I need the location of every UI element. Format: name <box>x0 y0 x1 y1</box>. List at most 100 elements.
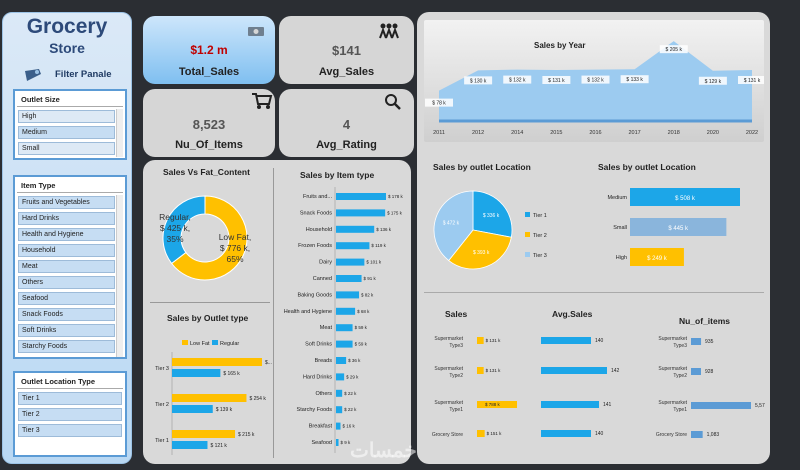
num-items-bar <box>691 368 701 375</box>
outlet-type-bar <box>172 430 236 438</box>
num-items-bar <box>691 338 702 345</box>
outlet-type-bar <box>172 394 247 402</box>
category-label: Baking Goods <box>297 292 332 298</box>
x-tick-label: 2015 <box>550 130 562 136</box>
filter-sidebar: Grocery Store Filter Panale Outlet Size … <box>2 12 132 464</box>
legend-swatch <box>525 232 530 237</box>
category-label: Type3 <box>449 343 463 349</box>
slicer-item-high[interactable]: High <box>18 110 115 123</box>
slicer-item[interactable]: Health and Hygiene <box>18 228 115 241</box>
category-label: Type3 <box>673 343 687 349</box>
sales-bar <box>477 367 484 374</box>
slicer-item-tier-1[interactable]: Tier 1 <box>18 392 122 405</box>
slicer-item-tier-2[interactable]: Tier 2 <box>18 408 122 421</box>
bar-value-label: $ 508 k <box>675 196 696 202</box>
category-label: Fruits and... <box>303 194 333 200</box>
category-label: Hard Drinks <box>303 374 332 380</box>
slicer-item[interactable]: Others <box>18 276 115 289</box>
category-label: Tier 3 <box>155 366 169 372</box>
slicer-item-small[interactable]: Small <box>18 142 115 155</box>
data-label-bg <box>425 98 453 107</box>
data-label: $ 205 k <box>666 47 683 53</box>
category-label: Others <box>315 391 332 397</box>
slicer-item[interactable]: Hard Drinks <box>18 212 115 225</box>
bar-value-label: $ 16 k <box>342 424 355 429</box>
slicer-item[interactable]: Soft Drinks <box>18 324 115 337</box>
category-label: Dairy <box>319 260 332 266</box>
slicer-title: Outlet Size <box>17 91 123 107</box>
category-label: Grocery Store <box>656 432 687 438</box>
category-label: Soft Drinks <box>305 342 332 348</box>
slice-label: Low Fat, <box>219 232 252 242</box>
outlet-type-bar <box>172 369 221 377</box>
slicer-item[interactable]: Seafood <box>18 292 115 305</box>
kpi-label: Avg_Rating <box>316 139 377 151</box>
outlet-type-bar <box>172 405 213 413</box>
data-label: $ 132 k <box>587 78 604 84</box>
slicer-item[interactable]: Snack Foods <box>18 308 115 321</box>
category-label: Seafood <box>312 440 333 446</box>
category-label: Grocery Store <box>432 432 463 438</box>
data-label-bg <box>503 75 532 84</box>
bar-value-label: 142 <box>611 368 620 374</box>
item-type-slicer: Item Type Fruits and Vegetables Hard Dri… <box>13 175 127 359</box>
item-type-bar <box>336 307 356 315</box>
chart-title: Nu_of_items <box>679 316 731 326</box>
item-type-bar <box>336 439 339 446</box>
bar-value-label: $ 82 k <box>361 292 374 297</box>
fat-content-donut-chart: Regular,$ 425 k,35% Low Fat,$ 776 k,65% <box>159 195 252 281</box>
slicer-item[interactable]: Meat <box>18 260 115 273</box>
slice-label: $ 393 k <box>473 250 490 256</box>
slicer-title: Outlet Location Type <box>17 373 123 389</box>
slicer-item[interactable]: Household <box>18 244 115 257</box>
category-label: Supermarket <box>658 366 687 372</box>
category-label: Supermarket <box>658 400 687 406</box>
data-label-bg <box>698 76 727 85</box>
slicer-item-tier-3[interactable]: Tier 3 <box>18 424 122 437</box>
chart-title: Sales <box>445 309 468 319</box>
bar-value-label: $ 68 k <box>357 309 370 314</box>
bar-value-label: $ 249 k <box>647 256 668 262</box>
legend-label: Tier 2 <box>533 233 547 239</box>
slice-label: $ 472 k <box>443 220 460 226</box>
bar-value-label: $... <box>265 360 272 366</box>
bar-value-label: $ 59 k <box>355 342 368 347</box>
category-label: Supermarket <box>434 400 463 406</box>
app-title-line1: Grocery <box>26 15 108 38</box>
category-label: Type2 <box>673 373 687 379</box>
slice-label: 35% <box>166 234 183 244</box>
bar-value-label: $ 151 k <box>487 431 503 436</box>
panel-divider <box>273 168 274 458</box>
legend-label: Regular <box>220 341 239 347</box>
category-label: Snack Foods <box>300 210 332 216</box>
chart-title: Avg.Sales <box>552 309 593 319</box>
pie-slice-tier-3 <box>433 190 474 262</box>
item-type-bar <box>336 389 343 397</box>
slicer-item[interactable]: Starchy Foods <box>18 340 115 353</box>
category-label: Type2 <box>449 373 463 379</box>
sales-by-year-area-chart: 2011 $ 78 k 2012 $ 130 k 2014 $ 132 k 2015 $ 13… <box>425 41 764 136</box>
chart-title: Sales by Year <box>534 41 586 50</box>
slicer-scrollbar[interactable] <box>116 195 123 357</box>
slicer-item-medium[interactable]: Medium <box>18 126 115 139</box>
sales-bar <box>477 430 485 437</box>
bar-value-label: 5,577 <box>755 403 765 409</box>
slice-label: $ 425 k, <box>160 223 190 233</box>
category-label: Breakfast <box>309 424 333 430</box>
data-label: $ 130 k <box>470 78 487 84</box>
x-tick-label: 2011 <box>433 130 445 136</box>
slicer-scrollbar[interactable] <box>116 109 123 157</box>
category-label: Small <box>613 225 627 231</box>
kpi-value: $141 <box>332 43 361 58</box>
slicer-item[interactable]: Fruits and Vegetables <box>18 196 115 209</box>
category-label: Supermarket <box>434 366 463 372</box>
bar-value-label: $ 445 k <box>668 226 689 232</box>
outlet-size-bar-chart: Medium $ 508 k Small $ 445 k High $ 249 k <box>607 188 740 266</box>
bar-value-label: $ 139 k <box>216 407 233 413</box>
category-label: Tier 1 <box>155 438 169 444</box>
legend-label: Low Fat <box>190 341 210 347</box>
x-tick-label: 2022 <box>746 130 758 136</box>
people-icon <box>378 22 400 45</box>
magnifier-icon <box>384 93 402 116</box>
